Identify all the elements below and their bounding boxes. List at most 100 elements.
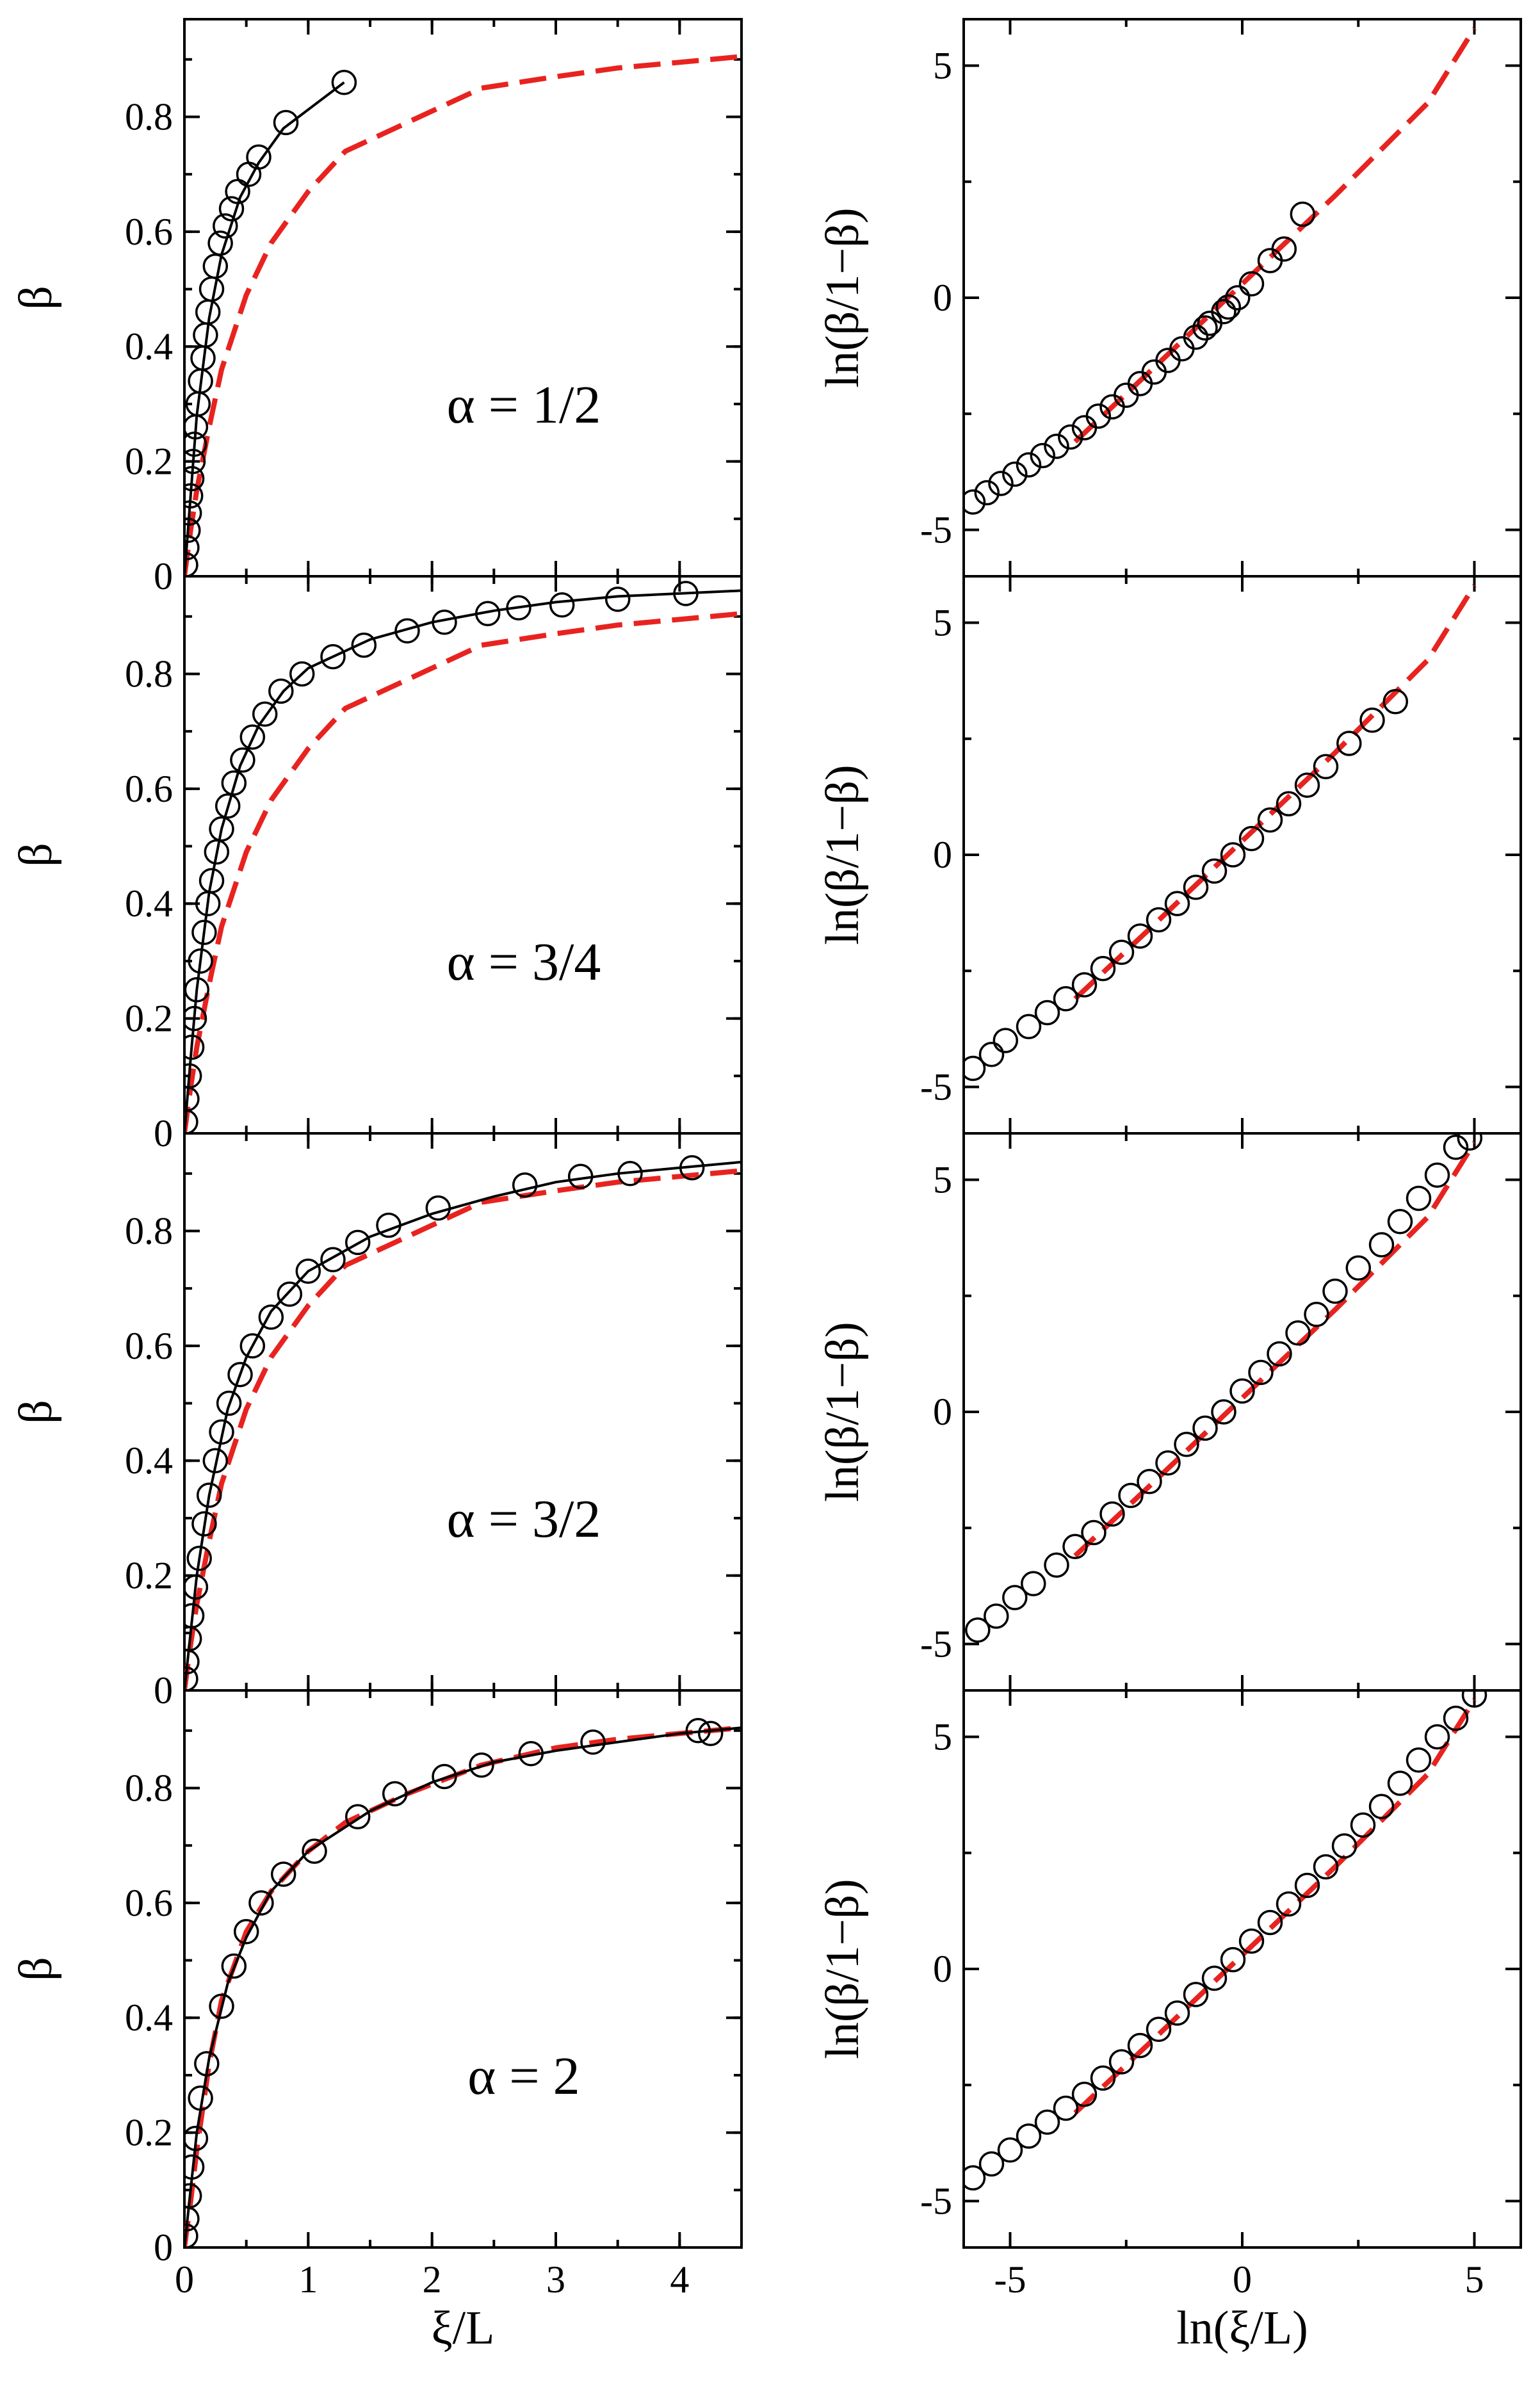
data-point bbox=[184, 1005, 207, 1032]
data-point bbox=[194, 2051, 220, 2077]
data-point bbox=[1071, 972, 1098, 998]
data-point bbox=[184, 1063, 202, 1089]
data-point bbox=[213, 213, 238, 239]
data-point bbox=[679, 1155, 705, 1181]
data-point bbox=[1267, 1341, 1292, 1367]
data-point bbox=[258, 1304, 284, 1330]
y-tick-label: 0.8 bbox=[125, 95, 173, 138]
data-point bbox=[184, 1574, 209, 1600]
data-point bbox=[184, 517, 201, 543]
data-point bbox=[184, 466, 205, 492]
data-point bbox=[1276, 1891, 1302, 1917]
data-point bbox=[289, 661, 315, 687]
data-point bbox=[1220, 1947, 1246, 1973]
plot-area bbox=[184, 1155, 742, 1690]
data-point bbox=[1457, 1133, 1483, 1151]
data-point bbox=[1406, 1185, 1432, 1211]
data-point bbox=[1044, 1552, 1069, 1578]
data-point bbox=[1085, 403, 1112, 429]
data-point bbox=[394, 618, 420, 644]
data-point bbox=[268, 678, 294, 704]
y-tick-label: 0.2 bbox=[125, 2112, 173, 2154]
data-point bbox=[1276, 791, 1302, 817]
data-point bbox=[988, 471, 1014, 496]
y-axis-label: β bbox=[10, 286, 62, 310]
plot-frame bbox=[962, 18, 1522, 578]
y-tick-label: 0.4 bbox=[125, 882, 173, 925]
data-point bbox=[518, 1740, 544, 1767]
x-tick-label: 0 bbox=[175, 2258, 194, 2301]
y-tick-label: 0.2 bbox=[125, 1555, 173, 1597]
y-tick-label: 0 bbox=[933, 1948, 952, 1990]
data-point bbox=[230, 747, 255, 773]
y-tick-label: 0.4 bbox=[125, 1439, 173, 1482]
data-point bbox=[1211, 298, 1236, 325]
data-point bbox=[964, 1055, 986, 1081]
y-tick-label: -5 bbox=[920, 1623, 952, 1665]
data-point bbox=[302, 1838, 327, 1864]
data-point bbox=[184, 1603, 205, 1629]
reference-curve-dashed bbox=[184, 54, 742, 576]
plot-area bbox=[965, 1133, 1483, 1643]
data-point bbox=[697, 1721, 724, 1747]
panel-grid: 0 0.2 0.4 0.6 0.8 α = 1/2 β 0 0.2 0.4 0.6 0.8 α = 3/… bbox=[10, 18, 1522, 2354]
panel-1: 0 0.2 0.4 0.6 0.8 α = 1/2 β bbox=[10, 18, 743, 597]
reference-curve-dashed bbox=[184, 611, 742, 1133]
data-point bbox=[1053, 2095, 1079, 2121]
y-tick-label: 0.4 bbox=[125, 325, 173, 368]
x-axis-label: ξ/L bbox=[432, 2302, 495, 2354]
data-point bbox=[1336, 731, 1362, 756]
data-point bbox=[617, 1161, 643, 1186]
data-point bbox=[1071, 2082, 1098, 2107]
data-point bbox=[1304, 1302, 1329, 1327]
y-tick-label: 0.8 bbox=[125, 1210, 173, 1252]
data-point bbox=[1322, 1278, 1348, 1304]
data-point bbox=[993, 1028, 1019, 1053]
data-point bbox=[1201, 1965, 1228, 1991]
y-tick-label: 5 bbox=[933, 45, 952, 87]
data-point bbox=[1099, 1501, 1125, 1527]
data-point bbox=[1192, 1415, 1218, 1441]
panel-6: -5 0 5 ln(β/1−β) bbox=[816, 575, 1522, 1135]
data-point bbox=[184, 977, 210, 1003]
data-point bbox=[188, 2085, 213, 2111]
y-tick-label: -5 bbox=[920, 1066, 952, 1108]
data-point bbox=[964, 2165, 986, 2191]
data-point bbox=[1238, 825, 1265, 852]
data-point bbox=[1225, 285, 1251, 311]
y-tick-label: 0 bbox=[933, 277, 952, 319]
data-point bbox=[376, 1212, 401, 1238]
data-point bbox=[246, 144, 272, 170]
data-point bbox=[221, 1953, 247, 1979]
data-point bbox=[184, 1034, 205, 1060]
y-axis-label: ln(β/1−β) bbox=[816, 207, 869, 387]
panel-4: 0 0.2 0.4 0.6 0.8 0 1 2 3 4 α = 2 β ξ/L bbox=[10, 1689, 743, 2354]
y-tick-label: 5 bbox=[933, 1159, 952, 1201]
plot-area bbox=[184, 581, 742, 1133]
data-point bbox=[216, 1390, 242, 1416]
y-axis-label: ln(β/1−β) bbox=[816, 765, 869, 944]
panel-2: 0 0.2 0.4 0.6 0.8 α = 3/4 β bbox=[10, 575, 743, 1154]
plot-area bbox=[964, 27, 1477, 515]
y-tick-label: 0.2 bbox=[125, 998, 173, 1040]
data-point bbox=[1090, 955, 1116, 982]
data-point bbox=[1406, 1747, 1432, 1773]
data-point bbox=[1114, 382, 1139, 409]
data-point bbox=[1313, 754, 1339, 780]
plot-frame bbox=[183, 1132, 743, 1692]
data-point bbox=[209, 1993, 234, 2020]
data-point bbox=[978, 1042, 1005, 1067]
data-point bbox=[1382, 689, 1409, 715]
plot-frame bbox=[962, 575, 1522, 1135]
data-point bbox=[474, 601, 501, 627]
data-point bbox=[1424, 1162, 1450, 1188]
data-point bbox=[1183, 1982, 1209, 2007]
data-point bbox=[1002, 1585, 1028, 1610]
data-point bbox=[1211, 1399, 1236, 1425]
data-point bbox=[1081, 1519, 1106, 1546]
data-point bbox=[295, 1258, 321, 1284]
data-point bbox=[1285, 1320, 1311, 1346]
data-point bbox=[1155, 1450, 1181, 1476]
x-tick-label: -5 bbox=[994, 2258, 1026, 2301]
y-tick-label: -5 bbox=[920, 2180, 952, 2223]
